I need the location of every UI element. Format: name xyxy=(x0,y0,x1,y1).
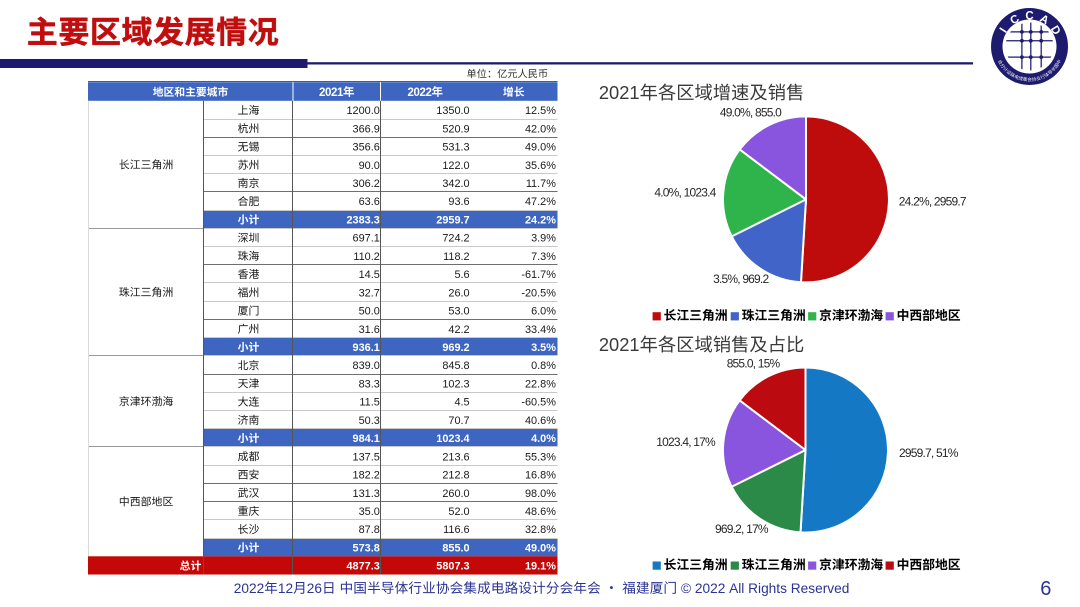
svg-text:32.8%: 32.8% xyxy=(525,524,556,536)
svg-text:7.3%: 7.3% xyxy=(531,251,556,263)
svg-text:936.1: 936.1 xyxy=(353,342,380,354)
svg-text:855.0: 855.0 xyxy=(442,542,469,554)
svg-text:5.6: 5.6 xyxy=(454,269,469,281)
svg-text:3.9%: 3.9% xyxy=(531,233,556,245)
svg-text:1350.0: 1350.0 xyxy=(436,105,469,117)
svg-text:1023.4, 17%: 1023.4, 17% xyxy=(656,435,716,449)
svg-text:855.0, 15%: 855.0, 15% xyxy=(727,356,781,370)
svg-text:50.0: 50.0 xyxy=(359,306,380,318)
svg-text:102.3: 102.3 xyxy=(442,378,469,390)
svg-text:49.0%, 855.0: 49.0%, 855.0 xyxy=(720,106,782,120)
svg-text:83.3: 83.3 xyxy=(359,378,380,390)
svg-text:42.2: 42.2 xyxy=(448,324,469,336)
svg-text:4877.3: 4877.3 xyxy=(346,561,379,573)
svg-text:122.0: 122.0 xyxy=(442,160,469,172)
svg-text:697.1: 697.1 xyxy=(353,233,380,245)
svg-text:© 2022 All Rights Reserved: © 2022 All Rights Reserved xyxy=(677,581,849,596)
svg-text:366.9: 366.9 xyxy=(353,123,380,135)
svg-text:49.0%: 49.0% xyxy=(525,542,556,554)
svg-text:213.6: 213.6 xyxy=(442,451,469,463)
svg-text:63.6: 63.6 xyxy=(359,196,380,208)
svg-text:24.2%: 24.2% xyxy=(525,215,556,227)
svg-text:C: C xyxy=(1025,10,1033,22)
svg-text:33.4%: 33.4% xyxy=(525,324,556,336)
svg-text:98.0%: 98.0% xyxy=(525,488,556,500)
svg-text:4.5: 4.5 xyxy=(454,397,469,409)
svg-text:3.5%, 969.2: 3.5%, 969.2 xyxy=(713,272,769,286)
svg-text:-60.5%: -60.5% xyxy=(521,397,556,409)
svg-text:42.0%: 42.0% xyxy=(525,123,556,135)
svg-text:260.0: 260.0 xyxy=(442,488,469,500)
svg-text:26.0: 26.0 xyxy=(448,287,469,299)
svg-text:182.2: 182.2 xyxy=(353,470,380,482)
svg-text:131.3: 131.3 xyxy=(353,488,380,500)
svg-text:306.2: 306.2 xyxy=(353,178,380,190)
svg-text:12.5%: 12.5% xyxy=(525,105,556,117)
svg-text:5807.3: 5807.3 xyxy=(436,561,469,573)
svg-text:52.0: 52.0 xyxy=(448,506,469,518)
svg-text:50.3: 50.3 xyxy=(359,415,380,427)
svg-text:40.6%: 40.6% xyxy=(525,415,556,427)
svg-text:1023.4: 1023.4 xyxy=(436,433,469,445)
svg-text:2959.7: 2959.7 xyxy=(436,215,469,227)
svg-text:11.7%: 11.7% xyxy=(526,178,556,190)
svg-text:70.7: 70.7 xyxy=(448,415,469,427)
svg-text:4.0%, 1023.4: 4.0%, 1023.4 xyxy=(654,186,716,200)
svg-text:I: I xyxy=(998,26,1010,35)
svg-text:-20.5%: -20.5% xyxy=(521,287,556,299)
svg-text:2959.7, 51%: 2959.7, 51% xyxy=(899,446,959,460)
svg-text:24.2%, 2959.7: 24.2%, 2959.7 xyxy=(899,194,967,208)
svg-text:0.8%: 0.8% xyxy=(531,360,556,372)
svg-text:2383.3: 2383.3 xyxy=(346,215,379,227)
svg-text:520.9: 520.9 xyxy=(442,123,469,135)
svg-text:2022: 2022 xyxy=(234,581,264,596)
svg-text:53.0: 53.0 xyxy=(448,306,469,318)
svg-text:55.3%: 55.3% xyxy=(525,451,556,463)
svg-text:87.8: 87.8 xyxy=(359,524,380,536)
svg-text:6.0%: 6.0% xyxy=(531,306,556,318)
svg-text:4.0%: 4.0% xyxy=(531,433,556,445)
svg-text:16.8%: 16.8% xyxy=(525,470,556,482)
svg-text:19.1%: 19.1% xyxy=(525,561,556,573)
svg-text:32.7: 32.7 xyxy=(359,287,380,299)
svg-text:3.5%: 3.5% xyxy=(531,342,556,354)
svg-text:839.0: 839.0 xyxy=(353,360,380,372)
svg-text:118.2: 118.2 xyxy=(443,251,469,263)
svg-text:531.3: 531.3 xyxy=(442,142,469,154)
svg-text:35.0: 35.0 xyxy=(359,506,380,518)
svg-text:845.8: 845.8 xyxy=(442,360,469,372)
svg-text:48.6%: 48.6% xyxy=(525,506,556,518)
svg-text:969.2, 17%: 969.2, 17% xyxy=(715,522,769,536)
svg-text:573.8: 573.8 xyxy=(353,542,380,554)
svg-text:47.2%: 47.2% xyxy=(525,196,556,208)
svg-text:26: 26 xyxy=(307,581,323,596)
svg-text:137.5: 137.5 xyxy=(353,451,380,463)
svg-text:2021: 2021 xyxy=(599,82,640,103)
svg-text:6: 6 xyxy=(1040,578,1051,600)
svg-text:110.2: 110.2 xyxy=(353,251,379,263)
svg-text:356.6: 356.6 xyxy=(353,142,380,154)
svg-text:-61.7%: -61.7% xyxy=(521,269,556,281)
svg-text:12: 12 xyxy=(278,581,293,596)
svg-text:90.0: 90.0 xyxy=(359,160,380,172)
svg-text:93.6: 93.6 xyxy=(448,196,469,208)
svg-text:14.5: 14.5 xyxy=(359,269,380,281)
svg-text:984.1: 984.1 xyxy=(353,433,380,445)
svg-text:11.5: 11.5 xyxy=(359,397,379,409)
svg-text:212.8: 212.8 xyxy=(442,470,469,482)
svg-text:49.0%: 49.0% xyxy=(525,142,556,154)
svg-text:31.6: 31.6 xyxy=(359,324,380,336)
svg-text:724.2: 724.2 xyxy=(442,233,469,245)
svg-text:969.2: 969.2 xyxy=(442,342,469,354)
svg-text:2022: 2022 xyxy=(408,87,432,99)
svg-text:2021: 2021 xyxy=(319,87,344,99)
svg-text:1200.0: 1200.0 xyxy=(346,105,379,117)
svg-text:116.6: 116.6 xyxy=(443,524,469,536)
svg-text:2021: 2021 xyxy=(599,334,640,355)
svg-text:342.0: 342.0 xyxy=(442,178,469,190)
svg-text:22.8%: 22.8% xyxy=(525,378,556,390)
svg-text:35.6%: 35.6% xyxy=(525,160,556,172)
